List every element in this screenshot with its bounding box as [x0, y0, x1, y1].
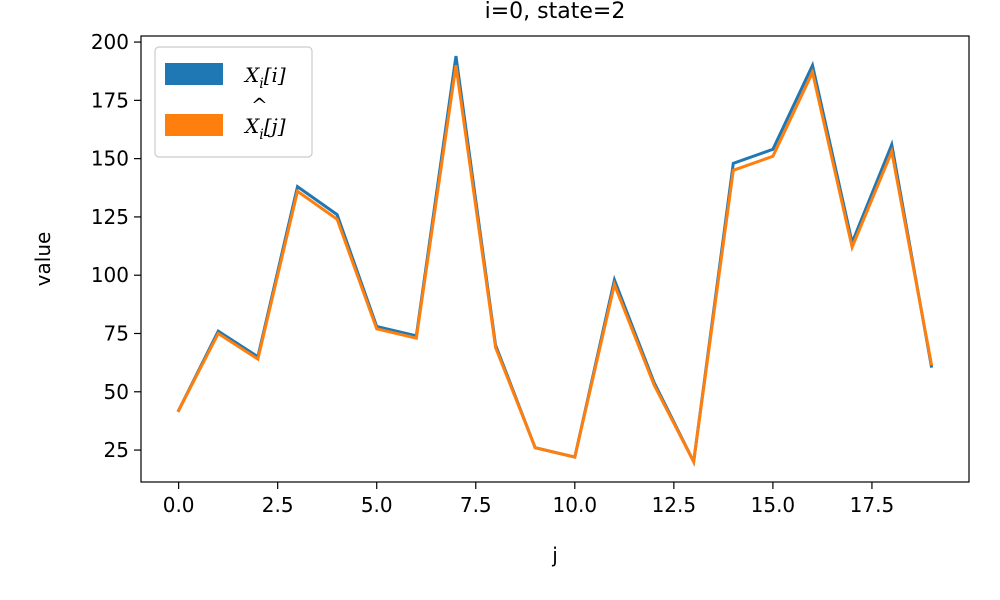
- x-tick-label: 10.0: [553, 493, 598, 517]
- x-tick-label: 0.0: [163, 493, 195, 517]
- y-axis-label: value: [31, 232, 55, 287]
- x-tick-label: 7.5: [460, 493, 492, 517]
- legend-swatch: [165, 63, 223, 85]
- chart-title: i=0, state=2: [485, 0, 626, 24]
- x-tick-label: 12.5: [652, 493, 697, 517]
- y-tick-label: 25: [104, 438, 129, 462]
- y-tick-label: 200: [91, 30, 129, 54]
- legend-entry-label: Xi[i]: [243, 63, 286, 92]
- legend-entry-label: Xi[j]: [243, 114, 286, 143]
- x-tick-label: 5.0: [361, 493, 393, 517]
- y-tick-label: 175: [91, 88, 129, 112]
- series-line-2: [176, 65, 934, 467]
- legend: Xi[i] Xi[j]^: [154, 46, 313, 158]
- y-tick-label: 50: [104, 380, 129, 404]
- legend-hat-accent: ^: [251, 93, 268, 117]
- y-tick-label: 125: [91, 205, 129, 229]
- x-tick-label: 17.5: [850, 493, 895, 517]
- y-tick-label: 150: [91, 147, 129, 171]
- x-tick-label: 2.5: [262, 493, 294, 517]
- y-tick-label: 75: [104, 321, 129, 345]
- x-axis-label: j: [551, 543, 558, 567]
- x-tick-label: 15.0: [751, 493, 796, 517]
- y-tick-label: 100: [91, 263, 129, 287]
- legend-swatch: [165, 114, 223, 136]
- plot-area-frame: [140, 35, 970, 483]
